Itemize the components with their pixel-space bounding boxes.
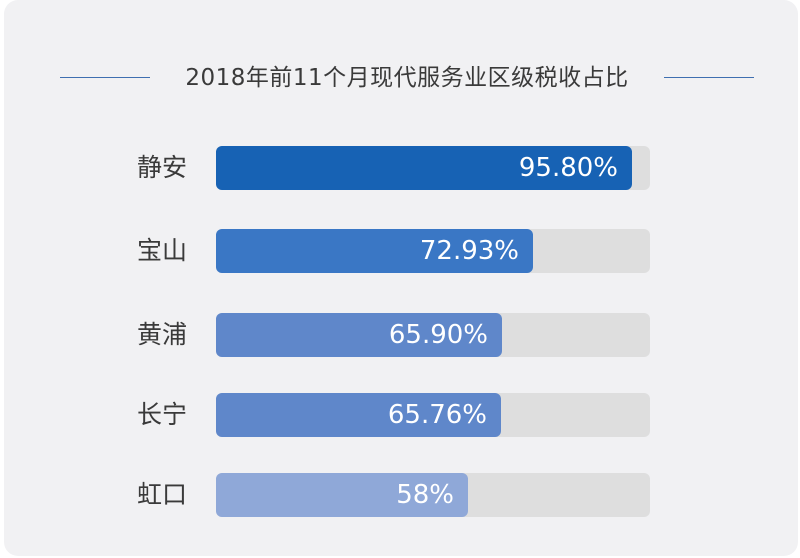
title-rule-left <box>60 77 150 78</box>
value-label: 95.80% <box>518 153 618 183</box>
value-label: 65.90% <box>388 320 488 350</box>
bar-row: 虹口 58% <box>0 473 800 517</box>
category-label: 黄浦 <box>136 320 187 349</box>
category-label: 宝山 <box>136 236 187 265</box>
chart-title: 2018年前11个月现代服务业区级税收占比 <box>185 65 629 91</box>
value-label: 72.93% <box>419 236 519 266</box>
bar-row: 长宁 65.76% <box>0 393 800 437</box>
bar <box>216 229 533 273</box>
category-label: 静安 <box>136 153 187 182</box>
value-label: 65.76% <box>387 400 487 430</box>
bar-row: 静安 95.80% <box>0 146 800 190</box>
value-label: 58% <box>396 480 454 510</box>
bar <box>216 313 502 357</box>
chart-card <box>4 0 798 556</box>
bar <box>216 393 501 437</box>
bar <box>216 473 468 517</box>
category-label: 虹口 <box>136 480 187 509</box>
category-label: 长宁 <box>136 400 187 429</box>
bar-row: 宝山 72.93% <box>0 229 800 273</box>
chart-title-row: 2018年前11个月现代服务业区级税收占比 <box>0 58 800 98</box>
title-rule-right <box>664 77 754 78</box>
bar-row: 黄浦 65.90% <box>0 313 800 357</box>
bar <box>216 146 632 190</box>
